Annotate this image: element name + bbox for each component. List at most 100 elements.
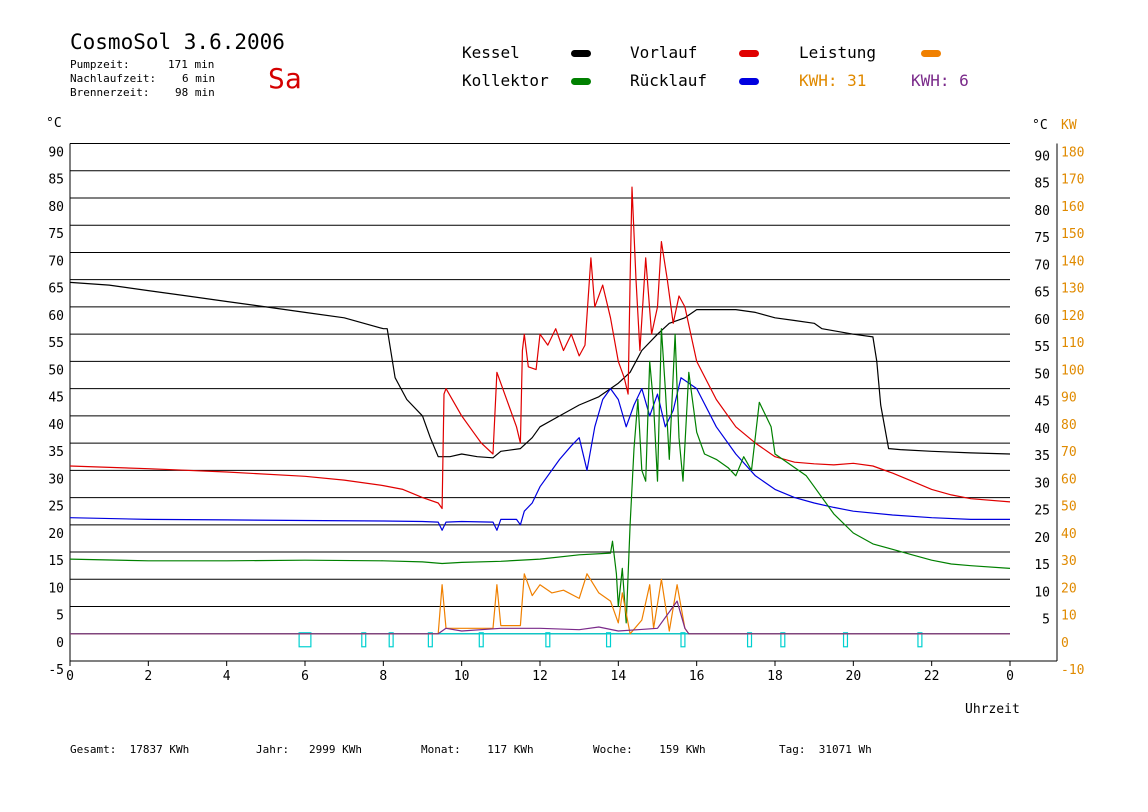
y-left-tick-label: 65: [48, 282, 64, 297]
y-right-temp-tick-label: 55: [1034, 340, 1050, 355]
x-tick-label: 8: [379, 669, 387, 684]
footer-jahr: Jahr: 2999 KWh: [256, 743, 362, 756]
pump-mark: [545, 632, 551, 648]
y-right-temp-tick-label: 20: [1034, 531, 1050, 546]
legend-vorlauf-swatch: [739, 50, 759, 57]
series-line-kollektor: [69, 328, 1011, 624]
y-right-temp-tick-label: 70: [1034, 258, 1050, 273]
y-right-temp-tick-label: 40: [1034, 422, 1050, 437]
y-left-tick-label: 60: [48, 309, 64, 324]
y-right-power-tick-label: 100: [1061, 363, 1084, 378]
series-line-vorlauf: [69, 186, 1011, 510]
series-line-leistung: [70, 573, 1010, 635]
footer-tag: Tag: 31071 Wh: [779, 743, 872, 756]
y-right-power-tick-label: 160: [1061, 200, 1084, 215]
legend-kwh-1: KWH: 31: [799, 71, 867, 90]
y-right-power-tick-label: 40: [1061, 527, 1077, 542]
pump-mark: [605, 632, 612, 648]
legend-kollektor: Kollektor: [462, 71, 549, 90]
y-right-power-tick-label: 120: [1061, 309, 1084, 324]
legend-kollektor-swatch: [571, 78, 591, 85]
y-right-temp-tick-label: 85: [1034, 177, 1050, 192]
x-tick-label: 12: [532, 669, 548, 684]
legend-kwh-2: KWH: 6: [911, 71, 969, 90]
pump-mark: [298, 632, 312, 648]
y-right-power-tick-label: 110: [1061, 336, 1084, 351]
series-line-kessel: [69, 281, 1011, 459]
y-right-power-tick-label: 30: [1061, 554, 1077, 569]
y-left-unit: °C: [46, 116, 62, 131]
y-right-temp-tick-label: 15: [1034, 558, 1050, 573]
legend-kessel: Kessel: [462, 43, 520, 62]
y-right-temp-tick-label: 30: [1034, 476, 1050, 491]
x-tick-label: 20: [846, 669, 862, 684]
y-left-tick-label: 50: [48, 363, 64, 378]
y-right-temp-tick-label: 60: [1034, 313, 1050, 328]
x-tick-label: 22: [924, 669, 940, 684]
info-row-pumpzeit: Pumpzeit: 171 min: [70, 58, 215, 71]
y-left-tick-label: 5: [56, 609, 64, 624]
weekday-label: Sa: [268, 62, 302, 95]
y-left-tick-label: 70: [48, 254, 64, 269]
y-right-temp-unit: °C: [1032, 118, 1048, 133]
y-right-temp-tick-label: 5: [1042, 613, 1050, 628]
y-right-temp-tick-label: 65: [1034, 286, 1050, 301]
y-left-tick-label: 75: [48, 227, 64, 242]
y-right-power-tick-label: 90: [1061, 391, 1077, 406]
y-left-tick-label: 85: [48, 173, 64, 188]
footer-woche: Woche: 159 KWh: [593, 743, 706, 756]
legend-kessel-swatch: [571, 50, 591, 57]
y-right-power-unit: KW: [1061, 118, 1077, 133]
y-right-power-tick-label: 0: [1061, 636, 1069, 651]
y-right-power-tick-label: 20: [1061, 581, 1077, 596]
chart-title: CosmoSol 3.6.2006: [70, 30, 285, 54]
y-right-power-tick-label: -10: [1061, 663, 1084, 678]
x-tick-label: 16: [689, 669, 705, 684]
y-left-tick-label: 30: [48, 472, 64, 487]
y-right-temp-tick-label: 80: [1034, 204, 1050, 219]
y-left-tick-label: 45: [48, 391, 64, 406]
x-tick-label: 18: [767, 669, 783, 684]
y-left-tick-label: 90: [48, 146, 64, 161]
y-left-tick-label: -5: [48, 663, 64, 678]
y-left-tick-label: 25: [48, 500, 64, 515]
y-right-temp-tick-label: 75: [1034, 231, 1050, 246]
pump-mark: [842, 632, 849, 648]
legend-ruecklauf: Rücklauf: [630, 71, 708, 90]
x-axis-label: Uhrzeit: [965, 702, 1020, 717]
footer-gesamt: Gesamt: 17837 KWh: [70, 743, 190, 756]
y-right-power-tick-label: 130: [1061, 282, 1084, 297]
legend-vorlauf: Vorlauf: [630, 43, 698, 62]
x-tick-label: 0: [1006, 669, 1014, 684]
y-right-temp-tick-label: 10: [1034, 585, 1050, 600]
y-right-temp-tick-label: 50: [1034, 367, 1050, 382]
y-left-tick-label: 15: [48, 554, 64, 569]
y-right-temp-tick-label: 45: [1034, 395, 1050, 410]
info-row-brennerzeit: Brennerzeit: 98 min: [70, 86, 215, 99]
y-left-tick-label: 40: [48, 418, 64, 433]
y-right-power-tick-label: 10: [1061, 609, 1077, 624]
pump-mark: [680, 632, 686, 648]
pump-mark: [917, 632, 923, 648]
x-tick-label: 6: [301, 669, 309, 684]
y-right-power-tick-label: 80: [1061, 418, 1077, 433]
pump-mark: [478, 632, 484, 648]
legend-ruecklauf-swatch: [739, 78, 759, 85]
y-right-power-tick-label: 180: [1061, 146, 1084, 161]
y-right-power-tick-label: 50: [1061, 500, 1077, 515]
info-row-nachlaufzeit: Nachlaufzeit: 6 min: [70, 72, 216, 85]
y-right-temp-tick-label: 35: [1034, 449, 1050, 464]
y-left-tick-label: 35: [48, 445, 64, 460]
legend-leistung-swatch: [921, 50, 941, 57]
y-right-power-tick-label: 150: [1061, 227, 1084, 242]
y-left-tick-label: 10: [48, 581, 64, 596]
y-right-power-tick-label: 70: [1061, 445, 1077, 460]
footer-monat: Monat: 117 KWh: [421, 743, 534, 756]
x-tick-label: 2: [144, 669, 152, 684]
x-tick-label: 10: [454, 669, 470, 684]
y-left-tick-label: 0: [56, 636, 64, 651]
y-left-tick-label: 20: [48, 527, 64, 542]
y-right-temp-tick-label: 90: [1034, 150, 1050, 165]
y-right-power-tick-label: 140: [1061, 254, 1084, 269]
